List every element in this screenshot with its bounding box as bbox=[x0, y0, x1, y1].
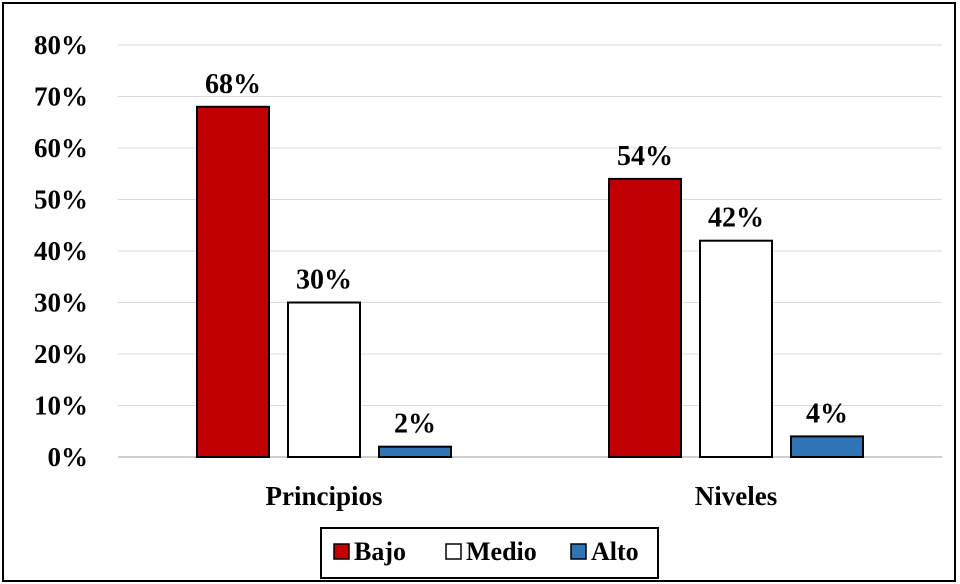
bar-bajo-principios bbox=[196, 105, 270, 459]
data-label: 42% bbox=[708, 203, 764, 234]
data-label: 54% bbox=[617, 141, 673, 172]
data-label: 4% bbox=[806, 398, 848, 429]
y-tick-label: 50% bbox=[34, 185, 88, 215]
legend-label-alto: Alto bbox=[591, 537, 639, 566]
y-tick-label: 60% bbox=[34, 133, 88, 163]
y-tick-label: 10% bbox=[34, 391, 88, 421]
x-axis: Principios Niveles bbox=[265, 481, 777, 511]
x-tick-label: Niveles bbox=[695, 481, 777, 511]
y-tick-label: 80% bbox=[34, 30, 88, 60]
x-tick-label: Principios bbox=[265, 481, 382, 511]
legend-swatch-medio bbox=[445, 543, 462, 560]
legend-label-bajo: Bajo bbox=[354, 537, 406, 566]
bar-medio-principios bbox=[287, 301, 361, 458]
bar-bajo-niveles bbox=[608, 177, 682, 458]
y-tick-label: 70% bbox=[34, 82, 88, 112]
legend-swatch-alto bbox=[570, 543, 587, 560]
data-label: 68% bbox=[205, 69, 261, 100]
data-label: 2% bbox=[394, 409, 436, 440]
bar-alto-principios bbox=[378, 445, 452, 459]
y-axis: 0% 10% 20% 30% 40% 50% 60% 70% 80% bbox=[34, 30, 88, 472]
y-tick-label: 30% bbox=[34, 288, 88, 318]
bar-medio-niveles bbox=[699, 239, 773, 458]
y-tick-label: 40% bbox=[34, 236, 88, 266]
y-tick-label: 0% bbox=[48, 442, 89, 472]
legend-swatch-bajo bbox=[333, 543, 350, 560]
data-labels: 68% 30% 2% 54% 42% 4% bbox=[205, 69, 848, 440]
legend: Bajo Medio Alto bbox=[320, 527, 659, 579]
data-label: 30% bbox=[296, 265, 352, 296]
bars bbox=[196, 105, 864, 459]
legend-box bbox=[320, 527, 659, 579]
legend-label-medio: Medio bbox=[466, 537, 537, 566]
y-tick-label: 20% bbox=[34, 339, 88, 369]
bar-alto-niveles bbox=[790, 435, 864, 458]
